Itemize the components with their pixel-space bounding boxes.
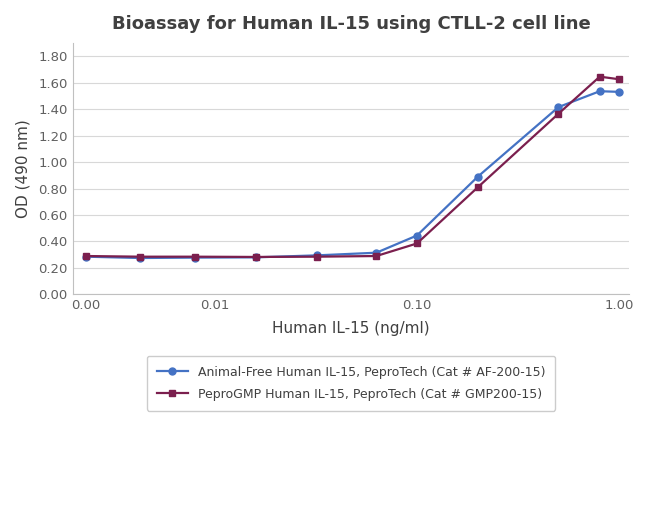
Title: Bioassay for Human IL-15 using CTLL-2 cell line: Bioassay for Human IL-15 using CTLL-2 ce… [112, 15, 590, 33]
PeproGMP Human IL-15, PeproTech (Cat # GMP200-15) [372, 253, 380, 259]
PeproGMP Human IL-15, PeproTech (Cat # GMP200-15) [596, 74, 604, 80]
Animal-Free Human IL-15, PeproTech (Cat # AF-200-15) [413, 233, 421, 239]
PeproGMP Human IL-15, PeproTech (Cat # GMP200-15) [554, 111, 562, 117]
Animal-Free Human IL-15, PeproTech (Cat # AF-200-15) [372, 249, 380, 256]
Animal-Free Human IL-15, PeproTech (Cat # AF-200-15) [252, 255, 260, 261]
Animal-Free Human IL-15, PeproTech (Cat # AF-200-15) [83, 254, 90, 260]
PeproGMP Human IL-15, PeproTech (Cat # GMP200-15) [252, 254, 260, 260]
Line: PeproGMP Human IL-15, PeproTech (Cat # GMP200-15): PeproGMP Human IL-15, PeproTech (Cat # G… [83, 73, 623, 261]
X-axis label: Human IL-15 (ng/ml): Human IL-15 (ng/ml) [272, 320, 430, 336]
Legend: Animal-Free Human IL-15, PeproTech (Cat # AF-200-15), PeproGMP Human IL-15, Pepr: Animal-Free Human IL-15, PeproTech (Cat … [147, 356, 555, 411]
PeproGMP Human IL-15, PeproTech (Cat # GMP200-15) [83, 253, 90, 259]
PeproGMP Human IL-15, PeproTech (Cat # GMP200-15) [413, 240, 421, 246]
PeproGMP Human IL-15, PeproTech (Cat # GMP200-15) [474, 184, 482, 190]
Animal-Free Human IL-15, PeproTech (Cat # AF-200-15) [616, 89, 623, 95]
Animal-Free Human IL-15, PeproTech (Cat # AF-200-15) [136, 255, 144, 261]
Line: Animal-Free Human IL-15, PeproTech (Cat # AF-200-15): Animal-Free Human IL-15, PeproTech (Cat … [83, 88, 623, 262]
Animal-Free Human IL-15, PeproTech (Cat # AF-200-15) [596, 88, 604, 94]
PeproGMP Human IL-15, PeproTech (Cat # GMP200-15) [136, 254, 144, 260]
PeproGMP Human IL-15, PeproTech (Cat # GMP200-15) [191, 254, 199, 260]
Animal-Free Human IL-15, PeproTech (Cat # AF-200-15) [313, 252, 320, 259]
Animal-Free Human IL-15, PeproTech (Cat # AF-200-15) [191, 255, 199, 261]
Animal-Free Human IL-15, PeproTech (Cat # AF-200-15) [554, 104, 562, 110]
PeproGMP Human IL-15, PeproTech (Cat # GMP200-15) [313, 254, 320, 260]
PeproGMP Human IL-15, PeproTech (Cat # GMP200-15) [616, 76, 623, 82]
Animal-Free Human IL-15, PeproTech (Cat # AF-200-15) [474, 173, 482, 179]
Y-axis label: OD (490 nm): OD (490 nm) [15, 119, 30, 218]
